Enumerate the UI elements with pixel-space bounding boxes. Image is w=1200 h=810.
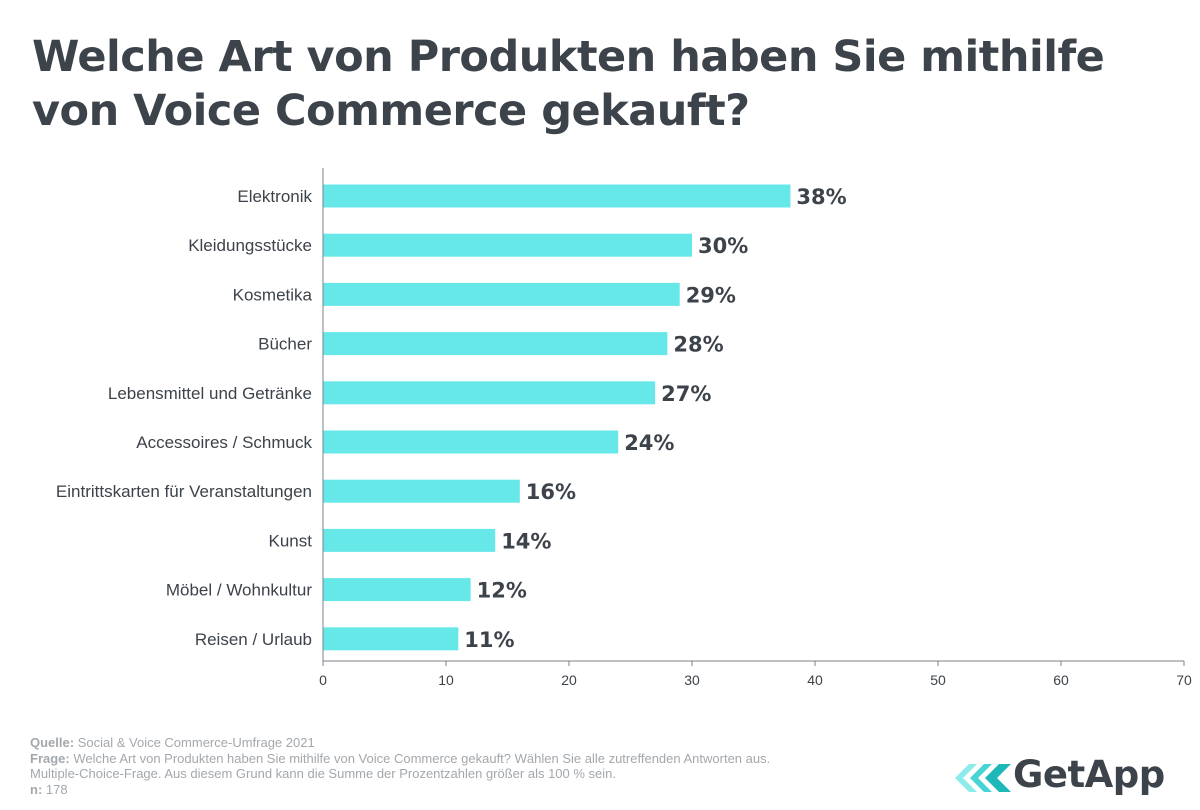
bar bbox=[323, 479, 520, 503]
sample-size-key: n: bbox=[30, 781, 43, 797]
category-label: Kleidungsstücke bbox=[188, 236, 312, 255]
category-label: Eintrittskarten für Veranstaltungen bbox=[56, 482, 312, 501]
source-key: Quelle: bbox=[30, 735, 75, 750]
bar bbox=[323, 282, 680, 306]
x-tick-label: 10 bbox=[438, 672, 454, 688]
source-value: Social & Voice Commerce-Umfrage 2021 bbox=[77, 735, 315, 750]
bar bbox=[323, 184, 791, 208]
category-label: Möbel / Wohnkultur bbox=[166, 581, 312, 600]
bar bbox=[323, 430, 619, 454]
logo-text: GetApp bbox=[1013, 753, 1165, 796]
category-label: Bücher bbox=[258, 335, 312, 354]
x-tick-label: 50 bbox=[930, 672, 946, 688]
data-label: 11% bbox=[464, 628, 514, 652]
category-label: Kosmetika bbox=[233, 285, 313, 304]
question-value: Welche Art von Produkten haben Sie mithi… bbox=[73, 750, 771, 766]
title-line-1: Welche Art von Produkten haben Sie mithi… bbox=[32, 32, 1105, 82]
data-label: 30% bbox=[698, 234, 748, 258]
data-label: 16% bbox=[526, 480, 576, 504]
category-label: Elektronik bbox=[237, 187, 312, 206]
bar bbox=[323, 528, 496, 552]
chart-title: Welche Art von Produkten haben Sie mithi… bbox=[32, 30, 1132, 138]
bar bbox=[323, 233, 692, 257]
bar bbox=[323, 627, 459, 651]
x-tick-label: 30 bbox=[684, 672, 700, 688]
title-line-2: von Voice Commerce gekauft? bbox=[32, 86, 750, 136]
data-label: 38% bbox=[796, 185, 846, 209]
data-label: 27% bbox=[661, 382, 711, 406]
getapp-logo: GetApp bbox=[955, 752, 1165, 804]
x-tick-label: 20 bbox=[561, 672, 577, 688]
sample-size-line: n: 178 bbox=[30, 782, 930, 798]
bar bbox=[323, 332, 668, 356]
category-label: Lebensmittel und Getränke bbox=[108, 384, 312, 403]
data-label: 28% bbox=[673, 333, 723, 357]
x-tick-label: 60 bbox=[1053, 672, 1069, 688]
x-tick-label: 70 bbox=[1176, 672, 1192, 688]
data-label: 29% bbox=[686, 283, 736, 307]
data-label: 12% bbox=[477, 579, 527, 603]
note-line: Multiple-Choice-Frage. Aus diesem Grund … bbox=[30, 766, 617, 781]
sample-size-value: 178 bbox=[45, 781, 68, 797]
data-label: 24% bbox=[624, 431, 674, 455]
category-label: Kunst bbox=[269, 531, 313, 550]
bar-chart: Elektronik 38% Kleidungsstücke 30% Kosmetika… bbox=[56, 168, 1192, 688]
x-tick-label: 0 bbox=[319, 672, 327, 688]
data-label: 14% bbox=[501, 529, 551, 553]
category-label: Accessoires / Schmuck bbox=[136, 433, 312, 452]
question-line: Frage: Welche Art von Produkten haben Si… bbox=[30, 751, 930, 767]
question-key: Frage: bbox=[30, 750, 70, 766]
category-label: Reisen / Urlaub bbox=[195, 630, 312, 649]
source-line: Quelle: Social & Voice Commerce-Umfrage … bbox=[30, 735, 930, 751]
footer: Quelle: Social & Voice Commerce-Umfrage … bbox=[30, 735, 930, 797]
bar bbox=[323, 578, 471, 602]
x-tick-label: 40 bbox=[807, 672, 823, 688]
bar bbox=[323, 381, 656, 405]
getapp-chevrons-icon bbox=[955, 764, 1011, 792]
